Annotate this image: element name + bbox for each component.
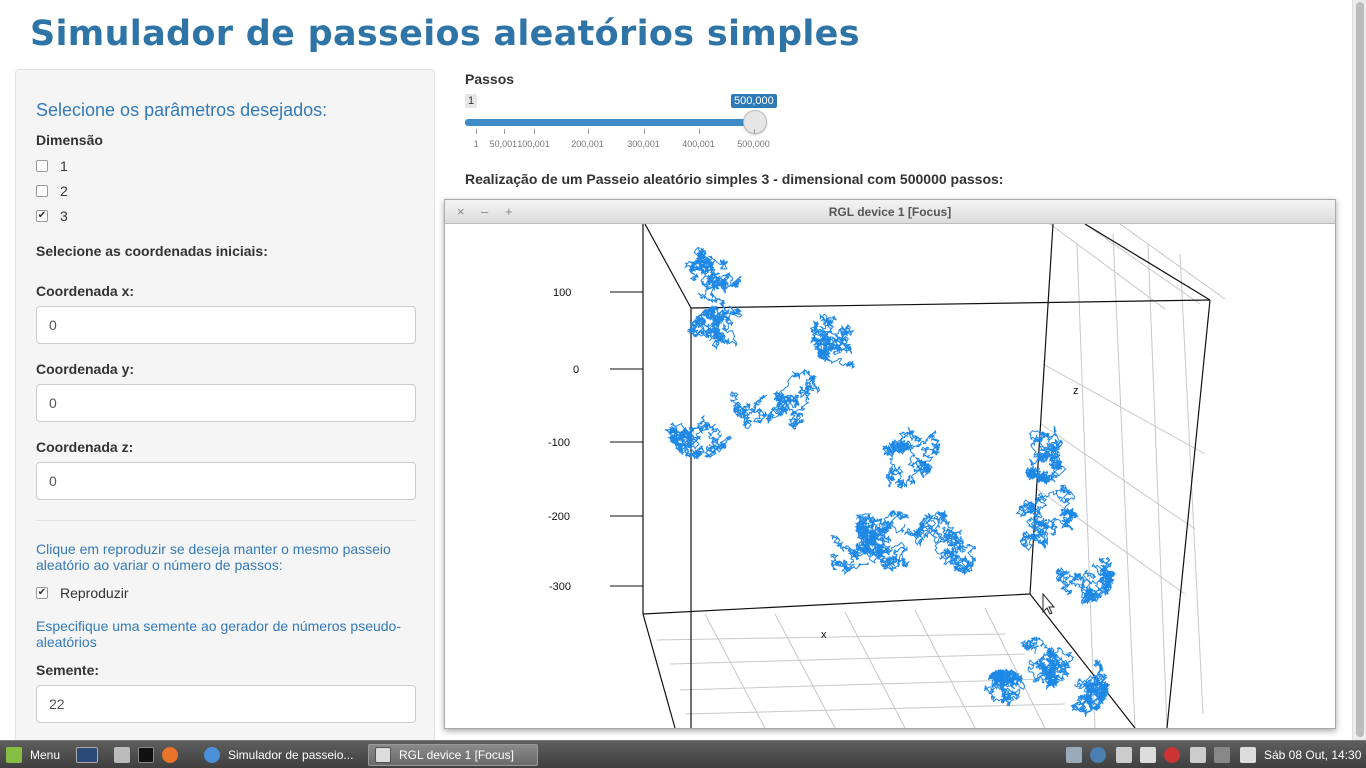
dimension-option-label: 1 [60,158,68,174]
slider-tick [534,129,535,134]
browser-page: Simulador de passeios aleatórios simples… [15,14,1004,740]
notes-icon[interactable] [1140,747,1156,763]
page-title: Simulador de passeios aleatórios simples [30,14,860,54]
steps-label: Passos [465,71,515,87]
network-icon[interactable] [1116,747,1132,763]
show-desktop-icon[interactable] [76,747,98,763]
file-manager-icon[interactable] [114,747,130,763]
window-icon [375,747,391,763]
coord-x-input[interactable]: 0 [36,306,416,344]
x-axis-label: x [821,629,827,641]
taskbar-window-browser[interactable]: Simulador de passeio... [198,744,362,766]
seed-label: Semente: [36,662,100,678]
volume-icon[interactable] [1214,747,1230,763]
firefox-icon[interactable] [162,747,178,763]
page-scrollbar[interactable] [1352,0,1366,740]
dimension-label: Dimensão [36,132,103,148]
checkbox-3[interactable]: ✔ [36,210,48,222]
rgl-window-title: RGL device 1 [Focus] [828,205,952,219]
battery-icon[interactable] [1240,747,1256,763]
panel-heading: Selecione os parâmetros desejados: [36,100,328,120]
slider-tick [699,129,700,134]
seed-input[interactable]: 22 [36,685,416,723]
slider-tick-label: 300,001 [627,139,660,149]
random-walk-path [664,247,1116,718]
z-axis-label: z [1073,385,1079,397]
y-tick-label: 0 [573,364,579,376]
taskbar: Menu Simulador de passeio... RGL device … [0,740,1366,768]
coords-heading: Selecione as coordenadas iniciais: [36,243,268,259]
clock[interactable]: Sáb 08 Out, 14:30 [1264,748,1362,762]
steps-slider-handle[interactable] [743,110,767,134]
slider-tick [754,129,755,134]
dropbox-icon[interactable] [1066,747,1082,763]
slider-min-badge: 1 [465,94,478,108]
slider-tick-label: 1 [473,139,479,149]
y-axis-ticks [610,291,643,587]
y-tick-label: -300 [549,581,571,593]
reproduce-label: Reproduzir [60,585,129,601]
chrome-icon [204,747,220,763]
slider-tick [644,129,645,134]
taskbar-window-label: RGL device 1 [Focus] [399,748,514,762]
coord-x-label: Coordenada x: [36,283,135,299]
mint-logo-icon [6,747,22,763]
minimize-icon[interactable]: – [481,204,489,219]
slider-tick-label: 50,001 [489,139,518,149]
plot-grid [656,224,1226,728]
dimension-option-label: 3 [60,208,68,224]
scrollbar-thumb[interactable] [1356,2,1364,737]
slider-tick [504,129,505,134]
rgl-titlebar[interactable]: × – + RGL device 1 [Focus] [445,200,1335,224]
slider-tick-label: 400,001 [682,139,715,149]
seed-help: Especifique uma semente ao gerador de nú… [36,618,401,650]
slider-tick-label: 500,000 [737,139,770,149]
display-icon[interactable] [1190,747,1206,763]
menu-button[interactable]: Menu [6,745,60,765]
coord-z-label: Coordenada z: [36,439,134,455]
reproduce-option[interactable]: ✔ Reproduzir [36,585,128,601]
close-icon[interactable]: × [457,204,465,219]
plot-box [642,224,1211,728]
menu-label: Menu [30,748,61,762]
coord-y-label: Coordenada y: [36,361,135,377]
y-tick-label: -200 [548,511,570,523]
alarm-icon[interactable] [1164,747,1180,763]
divider [36,520,416,521]
y-tick-label: 100 [553,287,571,299]
slider-value-badge: 500,000 [731,94,777,108]
y-tick-label: -100 [548,437,570,449]
maximize-icon[interactable]: + [505,204,513,219]
checkbox-2[interactable] [36,185,48,197]
walk-description: Realização de um Passeio aleatório simpl… [465,171,1004,187]
taskbar-window-rgl[interactable]: RGL device 1 [Focus] [368,744,538,766]
parameters-panel: Selecione os parâmetros desejados: Dimen… [15,69,435,740]
dimension-option-3[interactable]: ✔ 3 [36,208,68,224]
mouse-cursor-icon [1042,592,1056,615]
reproduce-checkbox[interactable]: ✔ [36,587,48,599]
slider-tick [476,129,477,134]
checkbox-1[interactable] [36,160,48,172]
coord-y-input[interactable]: 0 [36,384,416,422]
rgl-window[interactable]: × – + RGL device 1 [Focus] [444,199,1336,729]
rgl-3d-plot[interactable]: 100 0 -100 -200 -300 x z [445,224,1335,728]
slider-tick [588,129,589,134]
terminal-icon[interactable] [138,747,154,763]
steps-slider-track[interactable] [465,119,755,126]
coord-z-input[interactable]: 0 [36,462,416,500]
reproduce-help: Clique em reproduzir se deseja manter o … [36,541,391,573]
dimension-option-2[interactable]: 2 [36,183,68,199]
update-shield-icon[interactable] [1090,747,1106,763]
dimension-option-label: 2 [60,183,68,199]
slider-tick-label: 200,001 [571,139,604,149]
slider-tick-label: 100,001 [517,139,550,149]
taskbar-window-label: Simulador de passeio... [228,748,354,762]
dimension-option-1[interactable]: 1 [36,158,68,174]
walk-trace [664,247,1116,718]
